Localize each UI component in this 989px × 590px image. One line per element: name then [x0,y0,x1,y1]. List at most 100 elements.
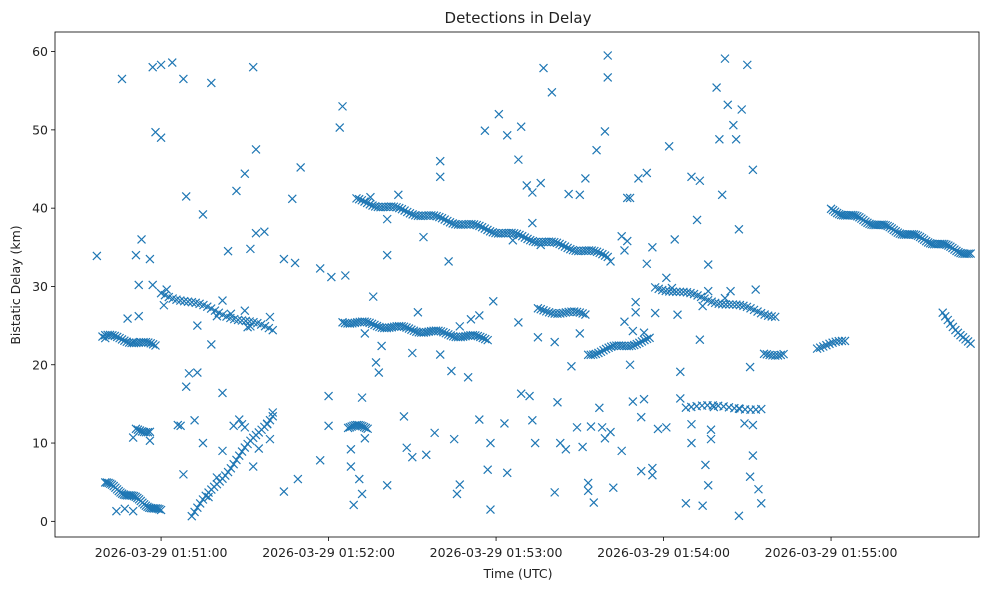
data-point [234,451,244,461]
data-point [226,309,236,319]
data-point [687,419,696,429]
data-point [365,199,375,209]
data-point [123,314,133,323]
data-point [533,332,543,342]
data-point [647,470,657,480]
data-point [539,305,548,315]
data-point [229,421,239,431]
data-point [198,495,208,504]
data-point [536,178,546,188]
data-point [578,442,588,452]
data-point [346,444,356,454]
data-point [661,286,671,296]
data-point [717,299,727,309]
data-point [513,318,523,327]
data-point [394,203,404,213]
data-point [192,368,202,378]
data-point [432,211,442,221]
data-point [368,201,377,210]
data-point [763,311,773,321]
data-point [176,421,186,431]
data-point [561,444,571,454]
data-point [190,507,200,517]
data-point [588,350,598,359]
data-point [223,246,233,256]
data-point [639,394,649,404]
data-point [434,326,443,336]
data-point [776,350,786,360]
data-point [363,424,373,434]
data-point [737,105,747,114]
data-point [315,455,325,465]
data-point [265,415,275,425]
data-point [852,211,862,221]
data-point [547,237,557,247]
data-point [100,477,110,487]
data-point [406,325,416,335]
data-point [837,336,847,346]
data-point [478,333,488,343]
data-point [592,145,601,155]
data-point [608,483,618,493]
data-point [604,343,614,353]
data-point [650,308,660,318]
x-tick-label: 2026-03-29 01:51:00 [95,545,228,560]
data-point [637,336,647,346]
data-point [405,208,415,218]
data-point [661,422,671,432]
data-point [421,450,431,460]
data-point [472,220,482,230]
data-point [324,421,333,431]
data-point [720,293,730,303]
data-point [279,487,289,497]
data-point [940,311,950,321]
data-point [480,126,490,136]
data-point [237,447,247,456]
data-point [477,222,487,232]
data-point [190,415,200,425]
data-point [151,341,160,350]
data-point [440,215,450,225]
data-point [642,259,652,269]
data-point [513,155,523,165]
data-point [703,260,713,269]
data-point [290,258,300,268]
data-point [687,172,696,182]
data-point [173,420,183,430]
data-point [268,411,278,421]
data-point [731,134,741,144]
data-point [748,451,758,460]
data-point [507,228,516,238]
data-point [382,214,392,224]
data-point [466,314,476,324]
data-point [374,368,384,378]
data-point [452,489,462,499]
data-point [664,141,674,151]
data-point [592,247,602,257]
y-tick-label: 60 [32,44,48,59]
data-point [748,420,758,430]
data-point [681,498,691,508]
data-point [204,492,213,502]
data-point [360,329,370,338]
data-point [407,452,417,462]
data-point [254,444,264,453]
data-point [583,486,593,496]
data-point [628,397,638,406]
data-point [692,215,702,225]
data-point [520,233,530,243]
data-point [248,62,258,72]
data-point [367,319,377,329]
data-point [695,176,705,186]
data-point [591,349,601,359]
y-tick-label: 40 [32,201,48,216]
data-point [324,391,333,401]
data-point [340,271,350,280]
data-point [102,478,112,487]
data-point [756,404,766,414]
data-point [767,312,777,321]
data-point [259,227,269,237]
data-point [178,74,188,84]
data-point [682,287,692,297]
data-point [622,236,632,246]
